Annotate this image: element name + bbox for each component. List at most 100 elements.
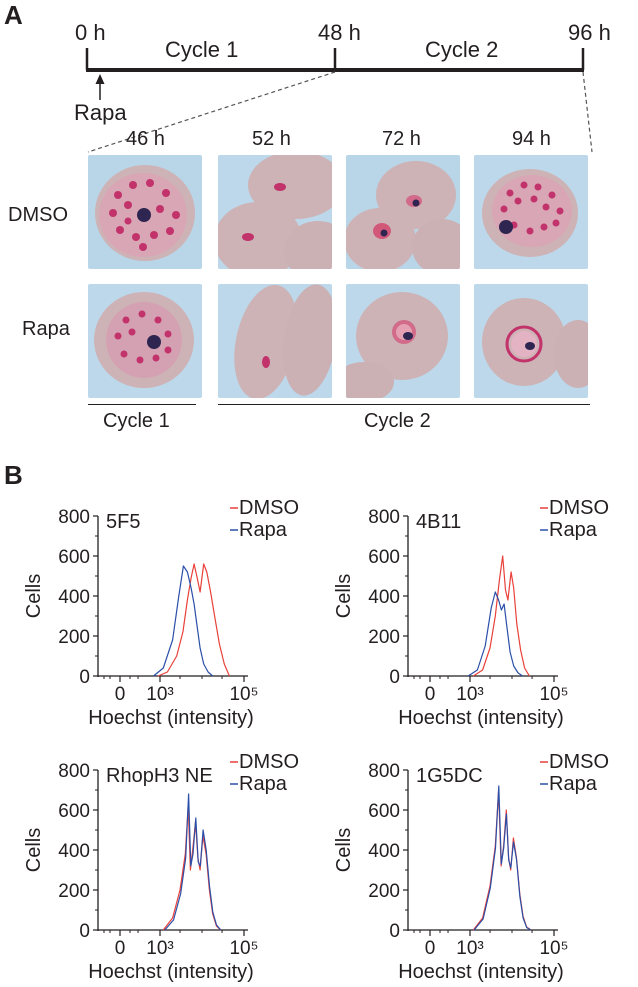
rapa-arrow-head	[95, 74, 105, 84]
timeline-label-cycle2: Cycle 2	[425, 37, 499, 62]
legend-entry: Rapa	[239, 519, 288, 541]
x-tick-label: 10³	[146, 938, 173, 959]
y-axis-label: Cells	[23, 574, 45, 618]
x-tick-label: 0	[425, 938, 436, 959]
legend-entry: DMSO	[239, 751, 299, 773]
x-tick-label: 10⁵	[539, 684, 568, 705]
legend-entry: Rapa	[239, 773, 288, 795]
micrograph-rapa-94h	[474, 284, 588, 398]
y-tick-label: 800	[58, 761, 90, 782]
micrograph-rapa-72h-image	[346, 284, 460, 398]
column-label-94h: 94 h	[512, 128, 551, 150]
x-axis-label: Hoechst (intensity)	[88, 961, 254, 983]
timeline-label-rapa: Rapa	[74, 100, 127, 125]
y-tick-label: 200	[58, 881, 90, 902]
chart-title: 5F5	[106, 511, 140, 533]
timeline-svg	[85, 48, 585, 100]
y-tick-label: 800	[58, 507, 90, 528]
column-label-52h: 52 h	[252, 128, 291, 150]
x-axis-label: Hoechst (intensity)	[398, 961, 564, 983]
micrograph-rapa-52h	[218, 284, 332, 398]
y-tick-label: 400	[368, 841, 400, 862]
micrograph-rapa-46h	[88, 284, 202, 398]
cycle1-bracket	[88, 404, 196, 405]
legend-entry: Rapa	[549, 519, 598, 541]
y-axis-label: Cells	[333, 574, 355, 618]
timeline-label-48h: 48 h	[318, 20, 361, 45]
y-tick-label: 0	[79, 921, 90, 942]
micrograph-rapa-52h-image	[218, 284, 332, 398]
row-label-dmso: DMSO	[8, 204, 68, 226]
micrograph-dmso-52h	[218, 155, 332, 269]
series-line-rapa	[473, 785, 532, 931]
series-line-rapa	[164, 793, 222, 931]
x-tick-label: 10⁵	[539, 938, 568, 959]
timeline	[0, 0, 638, 130]
y-tick-label: 400	[58, 587, 90, 608]
series-line-rapa	[153, 565, 214, 677]
legend-entry: DMSO	[549, 497, 609, 519]
cycle2-group-label: Cycle 2	[364, 410, 431, 432]
micrograph-dmso-52h-image	[218, 155, 332, 269]
y-tick-label: 400	[368, 587, 400, 608]
x-tick-label: 0	[425, 684, 436, 705]
histogram-1G5DC: 0 200 400 600 800 0 10³ 10⁵ Cells Hoechst (intens…	[333, 751, 609, 983]
micrograph-dmso-46h-image	[88, 155, 202, 269]
x-tick-label: 10⁵	[229, 938, 258, 959]
y-tick-label: 0	[389, 667, 400, 688]
micrograph-dmso-46h	[88, 155, 202, 269]
timeline-label-0h: 0 h	[75, 20, 106, 45]
y-axis-label: Cells	[23, 828, 45, 872]
column-label-72h: 72 h	[382, 128, 421, 150]
series-line-dmso	[472, 555, 530, 677]
micrograph-rapa-46h-image	[88, 284, 202, 398]
zoom-lines	[87, 71, 593, 153]
y-tick-label: 0	[79, 667, 90, 688]
chart-title: 4B11	[416, 511, 461, 533]
legend-entry: DMSO	[549, 751, 609, 773]
series-line-rapa	[467, 591, 524, 677]
x-tick-label: 10⁵	[229, 684, 258, 705]
cycle1-group-label: Cycle 1	[103, 410, 170, 432]
y-tick-label: 200	[368, 881, 400, 902]
series-line-dmso	[157, 563, 230, 677]
x-tick-label: 10³	[456, 684, 483, 705]
timeline-label-cycle1: Cycle 1	[165, 37, 239, 62]
y-tick-label: 400	[58, 841, 90, 862]
y-tick-label: 600	[58, 547, 90, 568]
y-tick-label: 0	[389, 921, 400, 942]
x-axis-label: Hoechst (intensity)	[398, 707, 564, 729]
chart-title: RhopH3 NE	[106, 765, 213, 787]
histogram-5F5: 0 200 400 600 800 0 10³ 10⁵ Cells Hoechst (intens…	[23, 497, 299, 729]
x-axis-label: Hoechst (intensity)	[88, 707, 254, 729]
histogram-RhopH3-NE: 0 200 400 600 800 0 10³ 10⁵ Cells Hoechst (intens…	[23, 751, 299, 983]
legend-entry: Rapa	[549, 773, 598, 795]
y-axis-label: Cells	[333, 828, 355, 872]
y-tick-label: 800	[368, 761, 400, 782]
chart-title: 1G5DC	[416, 765, 483, 787]
micrograph-rapa-72h	[346, 284, 460, 398]
y-tick-label: 200	[58, 627, 90, 648]
y-tick-label: 600	[368, 547, 400, 568]
y-tick-label: 200	[368, 627, 400, 648]
zoom-line-left	[87, 71, 336, 153]
panel-b-letter: B	[4, 460, 23, 490]
y-tick-label: 800	[368, 507, 400, 528]
row-label-rapa: Rapa	[22, 318, 70, 340]
micrograph-rapa-94h-image	[474, 284, 588, 398]
legend-entry: DMSO	[239, 497, 299, 519]
histogram-4B11: 0 200 400 600 800 0 10³ 10⁵ Cells Hoechst (intens…	[333, 497, 609, 729]
micrograph-dmso-94h	[474, 155, 588, 269]
x-tick-label: 10³	[146, 684, 173, 705]
y-tick-label: 600	[368, 801, 400, 822]
zoom-line-right	[582, 71, 593, 153]
y-tick-label: 600	[58, 801, 90, 822]
micrograph-dmso-72h-image	[346, 155, 460, 269]
x-tick-label: 0	[115, 938, 126, 959]
x-tick-label: 0	[115, 684, 126, 705]
micrograph-dmso-72h	[346, 155, 460, 269]
panel-a-letter: A	[4, 0, 23, 30]
micrograph-dmso-94h-image	[474, 155, 588, 269]
timeline-label-96h: 96 h	[568, 20, 611, 45]
cycle2-bracket	[218, 404, 590, 405]
